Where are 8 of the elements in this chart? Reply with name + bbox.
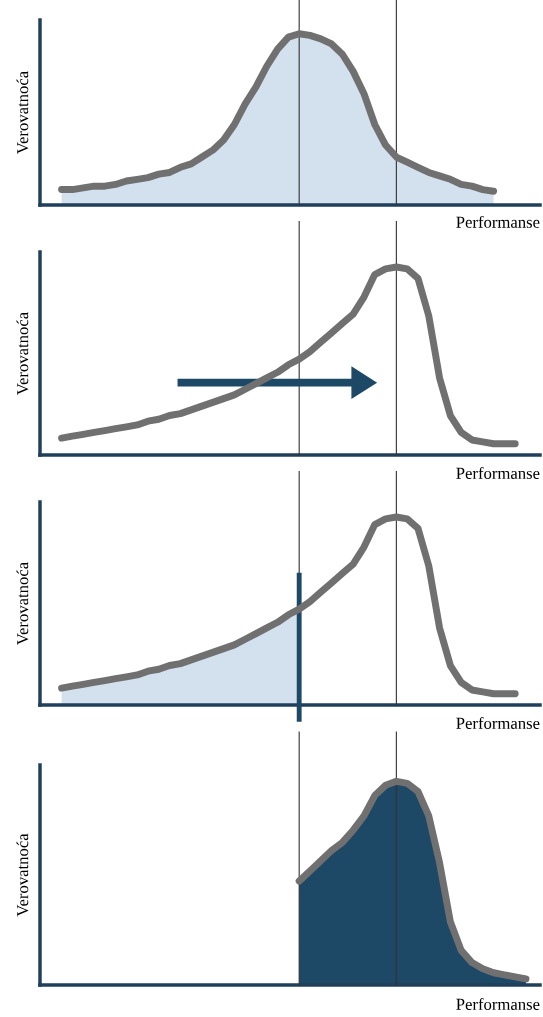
x-axis-title: Performanse <box>456 467 540 479</box>
y-axis-title: Verovatnoća <box>16 312 29 395</box>
y-axis-title: Verovatnoća <box>16 71 29 154</box>
x-axis-title: Performanse <box>456 215 540 228</box>
y-axis-title: Verovatnoća <box>16 562 29 645</box>
x-axis-title: Performanse <box>456 717 540 729</box>
y-axis-title: Verovatnoća <box>16 833 29 917</box>
x-axis-title: Performanse <box>456 998 540 1010</box>
